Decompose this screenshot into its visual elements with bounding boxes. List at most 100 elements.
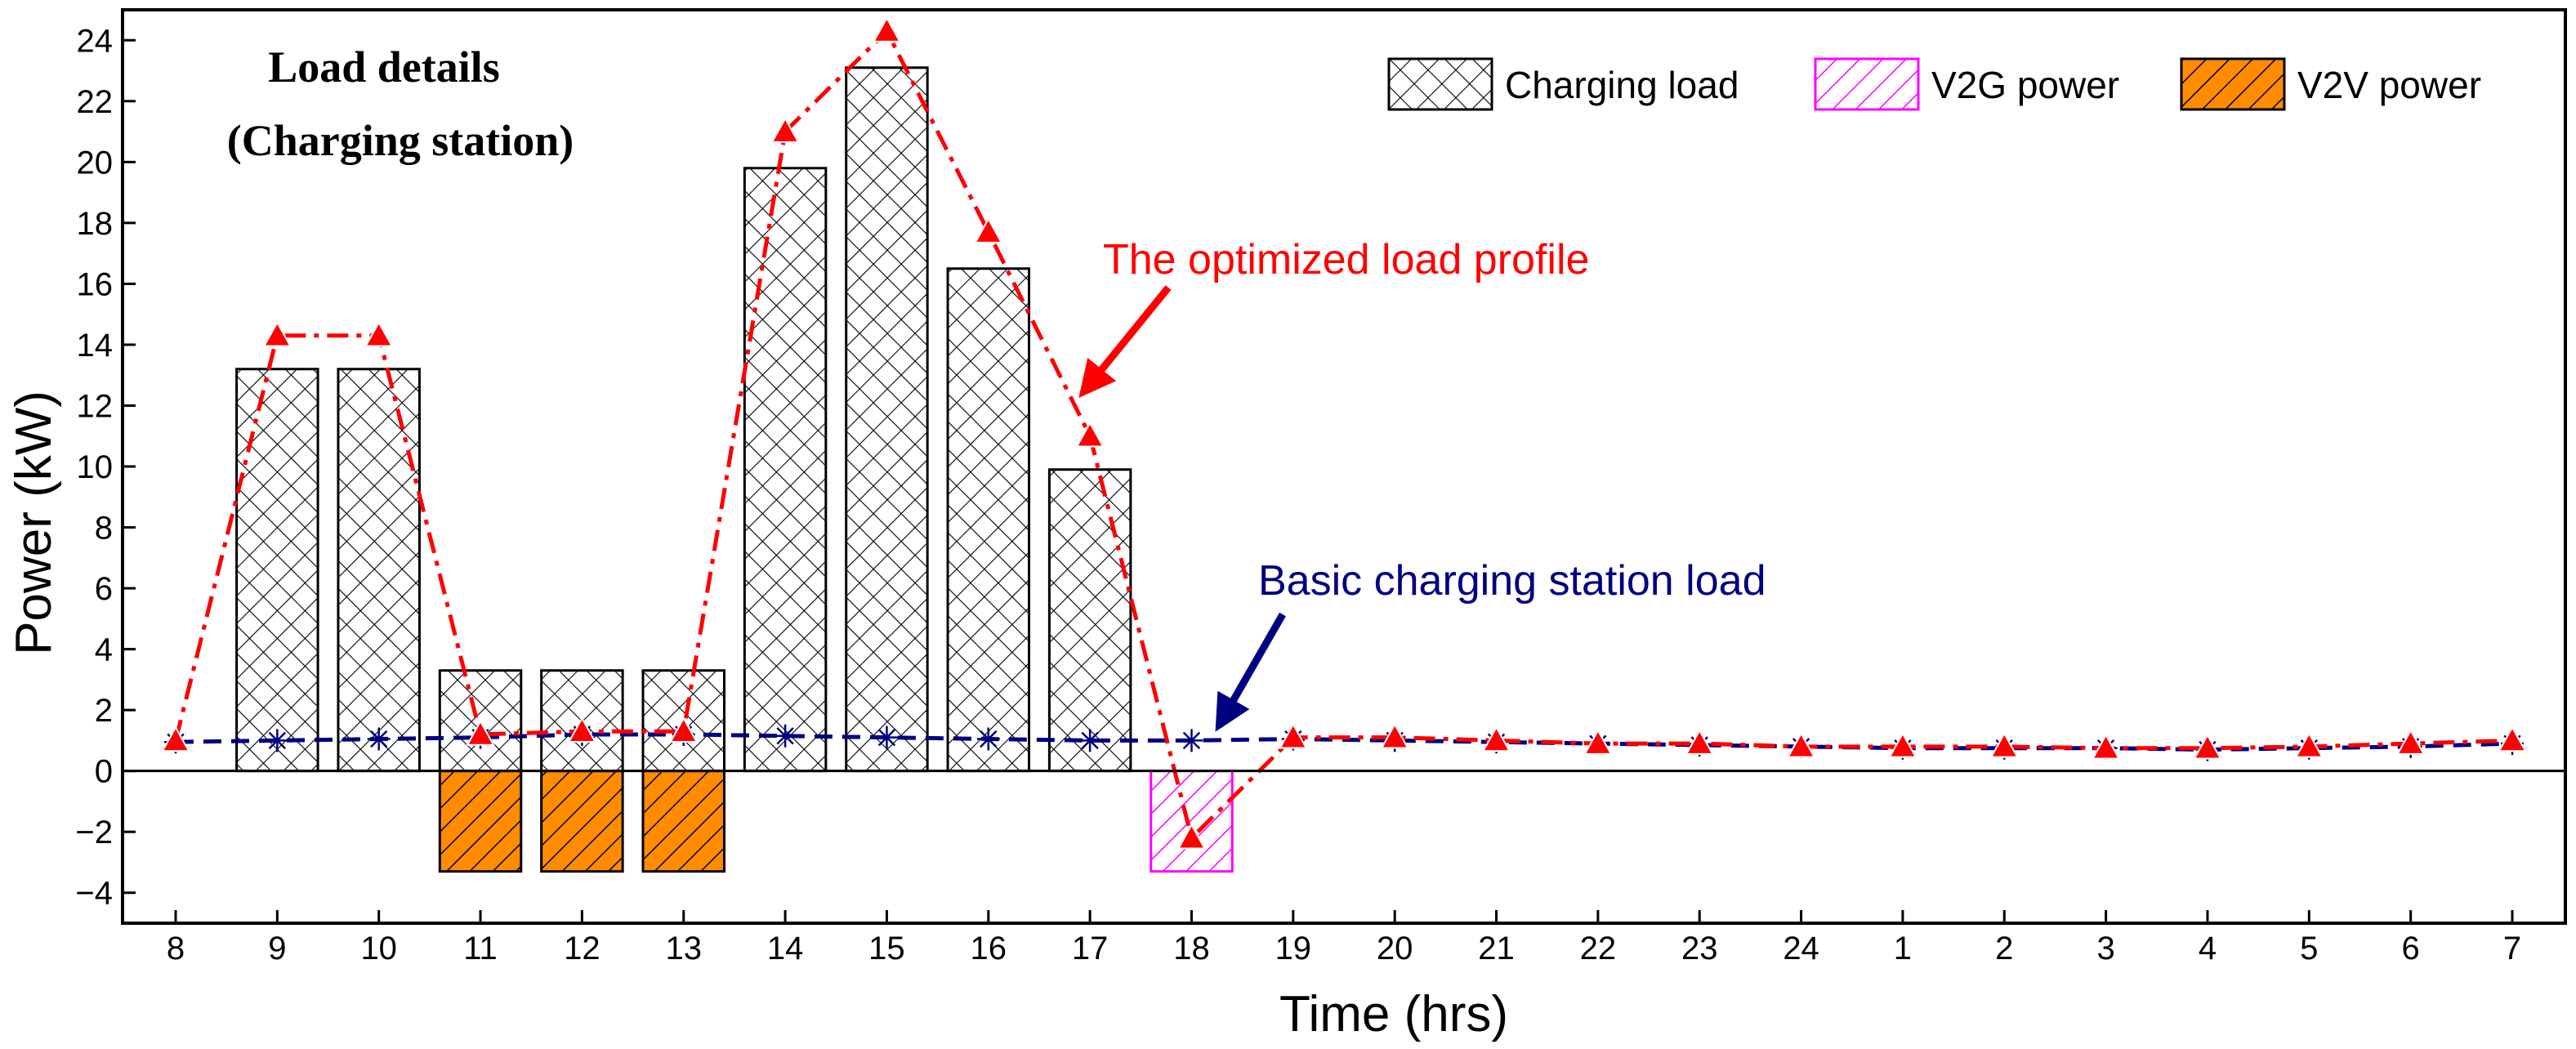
x-tick-label: 10 [360,931,397,966]
marker-optimized-19 [1279,722,1308,749]
x-tick-label: 23 [1681,931,1718,966]
marker-optimized-3 [2091,733,2121,760]
bar-charging-load-17 [1047,468,1132,773]
x-tick-label: 20 [1377,931,1413,966]
x-tick-label: 13 [665,931,702,966]
legend: Charging load V2G power V2V power [1387,57,2481,111]
chart-title-line-2: (Charging station) [227,116,574,165]
marker-optimized-4 [2193,733,2222,760]
lines-layer [161,16,2527,850]
y-tick-label: 10 [77,449,114,485]
legend-label-charging-load: Charging load [1505,64,1739,106]
bar-v2v-power-12 [540,770,624,873]
x-tick-label: 6 [2402,931,2420,966]
bars-layer [235,66,1234,873]
y-tick-label: 4 [95,632,113,668]
marker-optimized-6 [2395,729,2426,755]
y-tick-label: 24 [77,23,114,59]
annotation-basic-arrow [1215,612,1286,732]
x-tick-label: 24 [1783,931,1819,966]
marker-optimized-16 [974,216,1003,243]
legend-swatch-charging-load [1387,57,1493,111]
marker-optimized-17 [1075,421,1105,448]
y-tick-label: 16 [77,266,114,302]
marker-optimized-5 [2294,731,2324,758]
line-optimized-load [173,27,2513,842]
x-tick-label: 22 [1580,931,1617,966]
marker-optimized-20 [1380,722,1409,749]
annotation-optimized-load: The optimized load profile [1103,236,1589,283]
annotation-optimized-arrow [1078,285,1172,398]
marker-optimized-22 [1583,729,1613,755]
x-tick-label: 21 [1478,931,1515,966]
x-tick-label: 2 [1995,931,2013,966]
bar-v2v-power-11 [438,770,523,873]
legend-swatch-v2v-power [2180,57,2286,111]
x-tick-label: 1 [1894,931,1912,966]
bar-v2v-power-13 [641,770,725,873]
x-tick-label: 5 [2300,931,2318,966]
chart-title-line-1: Load details [268,42,500,92]
marker-optimized-18 [1176,823,1207,850]
x-tick-label: 15 [868,931,905,966]
y-tick-label: −4 [75,876,113,912]
y-tick-label: 18 [77,206,114,242]
y-tick-label: 14 [77,328,114,364]
marker-optimized-21 [1481,725,1511,752]
marker-optimized-1 [1888,731,1917,758]
marker-optimized-12 [567,716,597,743]
bar-charging-load-14 [743,167,828,773]
marker-basic-9 [266,729,289,752]
y-tick-label: 22 [77,84,114,120]
bar-charging-load-10 [337,368,421,773]
y-axis-title: Power (kW) [6,391,62,655]
x-tick-label: 12 [564,931,600,966]
x-tick-label: 9 [268,931,286,966]
y-tick-label: 6 [95,571,113,607]
annotation-basic-load: Basic charging station load [1258,557,1766,605]
bar-charging-load-9 [235,368,319,773]
marker-optimized-10 [364,320,394,347]
x-axis-title: Time (hrs) [1279,986,1508,1042]
y-tick-label: 8 [95,511,113,547]
legend-swatch-v2g-power [1814,57,1920,111]
marker-basic-15 [875,725,899,749]
marker-optimized-23 [1685,729,1714,755]
marker-basic-16 [976,727,1000,751]
bar-v2g-power-18 [1150,770,1234,873]
y-tick-label: −2 [75,815,113,850]
marker-optimized-9 [262,320,292,347]
marker-basic-17 [1078,729,1102,752]
x-tick-label: 11 [463,931,498,966]
marker-basic-18 [1180,729,1203,752]
line-basic-load [175,732,2513,752]
x-tick-label: 7 [2503,931,2521,966]
marker-basic-10 [367,727,391,751]
y-tick-label: 0 [95,754,113,790]
y-tick-label: 12 [77,388,114,424]
marker-optimized-7 [2498,725,2527,752]
x-tick-label: 19 [1275,931,1312,966]
marker-optimized-14 [770,117,800,143]
x-tick-label: 14 [767,931,804,966]
marker-optimized-24 [1786,731,1816,758]
marker-basic-14 [774,724,797,748]
marker-optimized-11 [466,719,495,746]
marker-optimized-15 [872,16,902,42]
y-tick-label: 2 [95,693,113,729]
marker-optimized-8 [161,725,190,752]
x-tick-label: 18 [1173,931,1210,966]
marker-optimized-2 [1989,731,2019,758]
x-tick-label: 8 [167,931,185,966]
bar-charging-load-15 [845,66,929,773]
x-tick-label: 3 [2096,931,2114,966]
legend-label-v2g-power: V2G power [1931,64,2119,106]
marker-optimized-13 [669,716,699,743]
x-tick-label: 17 [1072,931,1109,966]
bar-charging-load-16 [946,267,1031,773]
y-tick-label: 20 [77,145,114,181]
x-tick-label: 4 [2199,931,2217,966]
legend-label-v2v-power: V2V power [2297,64,2481,106]
